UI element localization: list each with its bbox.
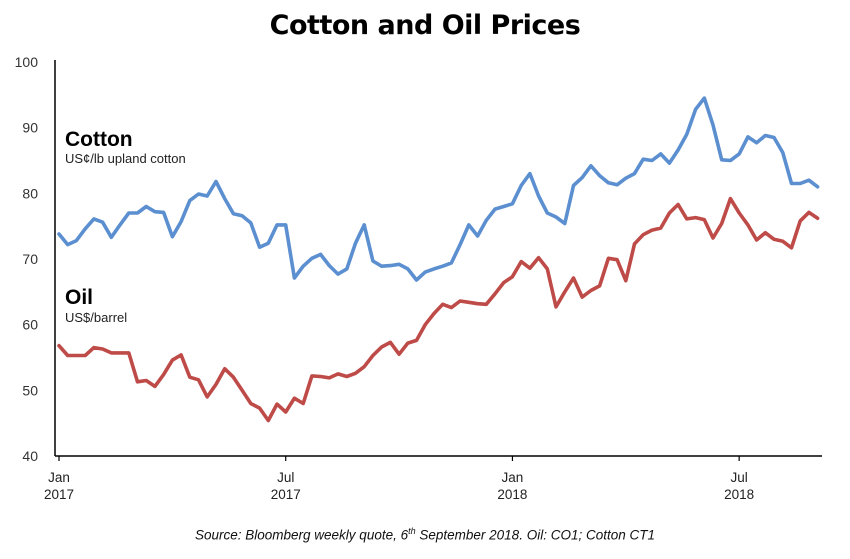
- cotton-series-label: Cotton: [65, 128, 133, 151]
- y-tick-label: 50: [22, 382, 38, 398]
- source-text-superscript: th: [408, 526, 416, 536]
- x-tick-year-label: 2017: [271, 487, 301, 502]
- source-text-prefix: Source: Bloomberg weekly quote, 6: [194, 527, 409, 543]
- y-tick-label: 70: [22, 251, 38, 267]
- cotton-unit-label: US¢/lb upland cotton: [65, 151, 186, 166]
- x-axis-ticks: Jan 2017 Jul 2017 Jan 2018 Jul 2018: [44, 456, 754, 502]
- source-note: Source: Bloomberg weekly quote, 6th Sept…: [0, 526, 850, 543]
- y-tick-label: 80: [22, 185, 38, 201]
- source-text-suffix: September 2018. Oil: CO1; Cotton CT1: [415, 527, 655, 543]
- cotton-price-line: [57, 96, 820, 282]
- x-tick-month-label: Jan: [48, 470, 70, 485]
- x-tick-month-label: Jan: [502, 470, 524, 485]
- x-tick-year-label: 2018: [724, 487, 754, 502]
- y-tick-label: 100: [15, 54, 39, 70]
- oil-unit-label: US$/barrel: [65, 310, 128, 325]
- series-lines: [57, 96, 820, 423]
- y-axis-ticks: 40 50 60 70 80 90 100: [15, 54, 39, 464]
- x-tick-year-label: 2017: [44, 487, 74, 502]
- x-tick-month-label: Jul: [277, 470, 294, 485]
- oil-price-line: [57, 196, 820, 423]
- y-tick-label: 60: [22, 317, 38, 333]
- oil-series-label: Oil: [65, 286, 94, 309]
- x-tick-month-label: Jul: [731, 470, 748, 485]
- y-tick-label: 40: [22, 448, 38, 464]
- y-tick-label: 90: [22, 120, 38, 136]
- x-tick-year-label: 2018: [497, 487, 527, 502]
- chart-title: Cotton and Oil Prices: [269, 10, 581, 41]
